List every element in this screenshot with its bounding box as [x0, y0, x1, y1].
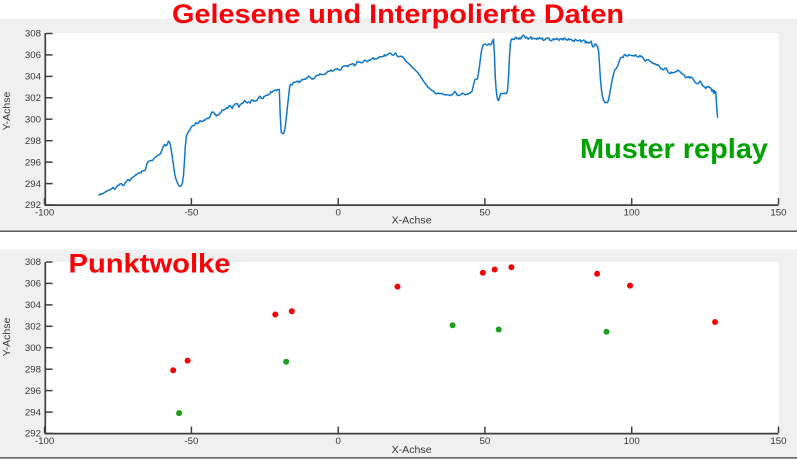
svg-text:302: 302: [25, 322, 41, 332]
svg-text:50: 50: [480, 436, 491, 446]
svg-text:Muster replay: Muster replay: [580, 133, 768, 164]
svg-text:0: 0: [336, 436, 341, 446]
svg-text:306: 306: [25, 279, 41, 289]
svg-text:298: 298: [25, 136, 41, 146]
svg-text:Y-Achse: Y-Achse: [1, 91, 13, 130]
svg-text:296: 296: [25, 157, 41, 167]
svg-text:50: 50: [480, 208, 491, 218]
svg-text:150: 150: [770, 436, 786, 446]
svg-text:302: 302: [25, 93, 41, 103]
svg-text:298: 298: [25, 364, 41, 374]
svg-text:Y-Achse: Y-Achse: [1, 317, 13, 356]
svg-text:100: 100: [624, 208, 640, 218]
svg-text:308: 308: [25, 257, 41, 267]
svg-text:300: 300: [25, 114, 41, 124]
svg-text:304: 304: [25, 72, 41, 82]
svg-text:296: 296: [25, 386, 41, 396]
svg-text:150: 150: [770, 208, 786, 218]
svg-text:294: 294: [25, 407, 41, 417]
svg-text:Gelesene und Interpolierte Dat: Gelesene und Interpolierte Daten: [172, 0, 624, 29]
svg-text:-100: -100: [35, 436, 54, 446]
svg-text:-100: -100: [35, 208, 54, 218]
svg-text:Punktwolke: Punktwolke: [69, 249, 231, 279]
svg-text:0: 0: [336, 208, 341, 218]
svg-text:304: 304: [25, 300, 41, 310]
svg-text:-50: -50: [184, 436, 198, 446]
svg-text:292: 292: [25, 200, 41, 210]
svg-text:294: 294: [25, 179, 41, 189]
svg-text:300: 300: [25, 343, 41, 353]
svg-text:-50: -50: [184, 208, 198, 218]
svg-text:X-Achse: X-Achse: [392, 444, 432, 456]
svg-text:100: 100: [624, 436, 640, 446]
svg-text:X-Achse: X-Achse: [392, 214, 432, 226]
svg-text:292: 292: [25, 429, 41, 439]
svg-text:308: 308: [25, 29, 41, 39]
svg-text:306: 306: [25, 50, 41, 60]
